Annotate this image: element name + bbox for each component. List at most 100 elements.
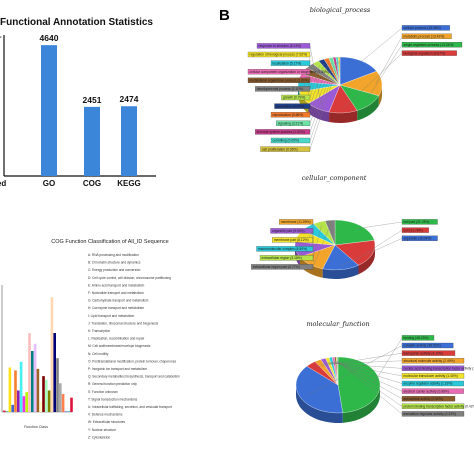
pie-label-text: extracellular region part (0.77%) <box>253 265 300 269</box>
cog-legend-entry: F: Nucleotide transport and metabolism <box>88 291 144 295</box>
pie-label-text: localization (5.17%) <box>273 61 302 65</box>
pie-label-text: organelle (15.04%) <box>404 237 432 241</box>
cog-bar-Q <box>47 390 51 412</box>
pie-label-box <box>401 411 465 417</box>
pie-callout-line <box>309 45 322 106</box>
cog-bar-U <box>59 383 62 412</box>
pie-label-box <box>401 358 465 364</box>
pie-slice <box>334 219 375 246</box>
pie-label-text: cell (21.78%) <box>404 228 423 232</box>
pie-slice-side <box>358 245 375 275</box>
cog-legend-entry: R: General function prediction only <box>88 382 137 386</box>
pie-label-box <box>401 403 465 409</box>
bar-cog <box>84 106 100 176</box>
pie-label-text: membrane (11.59%) <box>281 220 311 224</box>
cog-bar-R <box>50 297 54 412</box>
cog-legend-entry: N: Cell motility <box>88 352 109 356</box>
pie-slice-side <box>296 385 343 423</box>
bar-category-label: GO <box>43 179 55 188</box>
pie-label-text: binding (48.23%) <box>404 336 429 340</box>
cog-bar-V <box>61 394 65 412</box>
pie-callout-line <box>340 238 403 267</box>
pie-callout-line <box>309 68 315 90</box>
pie-callout-line <box>309 61 333 124</box>
pie-callout-line <box>357 27 403 65</box>
bar-category-label: COG <box>83 179 101 188</box>
cog-bar-W <box>64 411 68 412</box>
pie-label-box <box>247 69 311 75</box>
bar-value-label: 2451 <box>83 95 102 105</box>
panel-b-label: B <box>219 7 230 24</box>
bar-go <box>41 45 57 176</box>
cog-legend-entry: B: Chromatin structure and dynamics <box>88 261 141 265</box>
pie-slice <box>337 356 339 386</box>
cog-legend-entry: D: Cell cycle control, cell division, ch… <box>88 276 171 280</box>
bar-category-label: entified <box>0 179 6 188</box>
pie-label-text: cellular process (15.98%) <box>404 26 441 30</box>
pie-label-box <box>401 342 454 349</box>
pie-label-box <box>401 396 456 402</box>
cog-legend-entry: I: Lipid transport and metabolism <box>88 314 135 318</box>
pie-label-text: cell part (21.78%) <box>404 220 430 224</box>
pie-label-text: locomotion (0.70%) <box>276 104 304 108</box>
pie-label-box <box>401 388 464 394</box>
pie-callout-line <box>366 230 403 253</box>
pie-slice-side <box>308 103 330 123</box>
pie-slice-side <box>378 85 382 106</box>
pie-label-text: developmental process (2.11%) <box>257 87 303 91</box>
pie-label-box <box>270 60 311 66</box>
pie-label-box <box>401 350 456 356</box>
pie-label-text: immune system process (1.52%) <box>257 130 305 134</box>
pie-label-box <box>255 86 311 92</box>
pie-label-text: single-organism process (13.24%) <box>404 43 454 47</box>
pie-callout-line <box>335 361 403 399</box>
pie-cellular-component: cell part (21.78%) cell (21.78%) organelle… <box>251 219 438 279</box>
cog-bar-E <box>14 370 17 412</box>
cog-legend-entry: H: Coenzyme transport and metabolism <box>88 306 145 310</box>
pie-label-text: cell killing (0.05%) <box>273 139 300 143</box>
pie-label-text: cellular component organization or bioge… <box>250 70 330 74</box>
cog-legend-entry: V: Defense mechanisms <box>88 413 123 417</box>
bar-category-label: KEGG <box>117 179 141 188</box>
cog-legend-entry: G: Carbohydrate transport and metabolism <box>88 299 149 303</box>
pie-label-box <box>401 235 438 241</box>
pie-slice-side <box>342 385 380 423</box>
pie-callout-line <box>309 63 325 107</box>
pie-label-box <box>279 219 314 225</box>
cog-bar-A <box>3 410 6 412</box>
bar-value-label: 4640 <box>40 33 59 43</box>
pie-label-text: macromolecular complex (6.59%) <box>258 247 307 251</box>
pie-label-box <box>256 246 314 252</box>
pie-label-box <box>401 335 435 341</box>
pie-label-text: regulation of biological process (7.92%) <box>250 53 308 57</box>
cog-bar-N <box>39 401 42 412</box>
bar-value-label: 2474 <box>120 94 139 104</box>
pie-label-box <box>401 380 464 387</box>
pie-slice <box>324 219 336 246</box>
cog-legend-entry: J: Translation, ribosomal structure and … <box>88 321 159 325</box>
functional-annotation-chart: Functional Annotation Statistics 4771 ent… <box>0 17 156 188</box>
pie-label-text: extracellular region (3.16%) <box>262 256 302 260</box>
pie-label-box <box>276 120 311 126</box>
cog-bar-S <box>53 333 56 412</box>
cog-bar-M <box>36 368 40 412</box>
pie-label-text: catalytic activity (38.52%) <box>404 344 441 348</box>
cog-bar-O <box>42 376 45 412</box>
cog-bar-I <box>25 391 28 412</box>
pie-callout-line <box>342 53 403 109</box>
pie-callout-line <box>309 65 320 98</box>
pie-label-box <box>260 146 311 152</box>
cog-bar-T <box>56 358 59 412</box>
pie-label-box <box>270 137 311 144</box>
pie-label-text: enzyme regulator activity (1.19%) <box>404 382 453 386</box>
pie-label-text: signaling (3.21%) <box>278 122 303 126</box>
pie-label-text: antioxidant activity (0.56%) <box>404 397 443 401</box>
pie-callout-line <box>336 361 403 407</box>
cog-bar-L <box>33 343 37 412</box>
cog-legend-entry: W: Extracellular structures <box>88 420 126 424</box>
pie-callout-line <box>306 345 403 397</box>
pie-label-text: metabolic process (13.43%) <box>404 35 445 39</box>
pie-label-text: molecular transducer activity (1.40%) <box>404 374 458 378</box>
pie-callout-line <box>311 229 314 250</box>
